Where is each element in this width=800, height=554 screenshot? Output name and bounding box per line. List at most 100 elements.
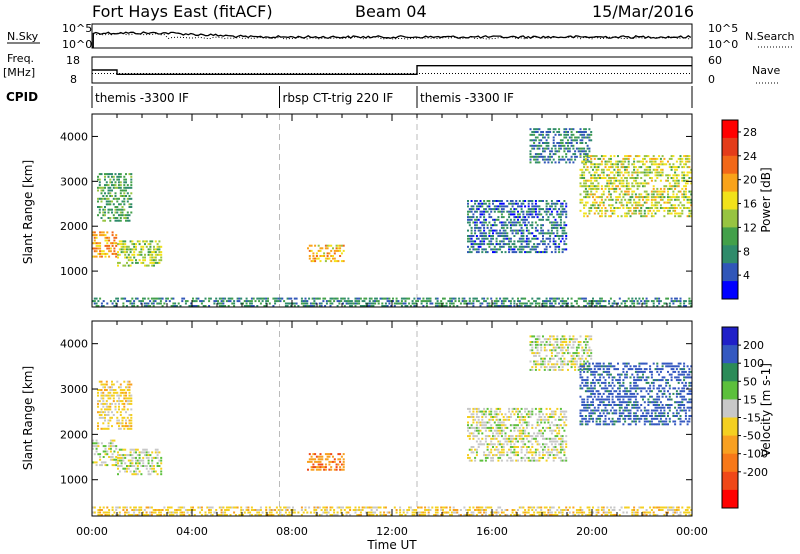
scatter-cell (477, 421, 480, 424)
scatter-cell (659, 384, 662, 387)
scatter-cell (277, 300, 280, 303)
scatter-cell (105, 195, 108, 197)
scatter-cell (584, 415, 587, 417)
scatter-cell (472, 413, 475, 416)
scatter-cell (99, 297, 102, 300)
scatter-cell (583, 368, 586, 371)
scatter-cell (233, 302, 236, 305)
scatter-cell (579, 357, 582, 360)
scatter-cell (620, 404, 623, 406)
scatter-cell (319, 463, 322, 466)
scatter-cell (545, 139, 548, 142)
scatter-cell (575, 139, 578, 142)
scatter-cell (543, 251, 546, 254)
scatter-cell (608, 412, 611, 415)
scatter-cell (493, 205, 496, 208)
scatter-cell (225, 300, 228, 303)
scatter-cell (645, 297, 648, 300)
scatter-cell (495, 432, 498, 435)
scatter-cell (118, 219, 120, 222)
scatter-cell (323, 252, 326, 255)
scatter-cell (502, 232, 505, 235)
scatter-cell (574, 158, 577, 161)
scatter-cell (156, 302, 159, 305)
scatter-cell (565, 410, 568, 413)
scatter-cell (542, 131, 544, 133)
scatter-cell (365, 297, 368, 300)
scatter-cell (654, 409, 657, 412)
scatter-cell (468, 224, 471, 227)
scatter-cell (670, 177, 673, 179)
scatter-cell (563, 224, 566, 227)
scatter-cell (114, 217, 117, 219)
scatter-cell (558, 245, 561, 248)
scatter-cell (92, 300, 94, 303)
scatter-cell (690, 209, 693, 212)
scatter-cell (506, 305, 509, 307)
scatter-cell (604, 379, 607, 382)
scatter-cell (561, 418, 564, 421)
scatter-cell (324, 305, 327, 307)
scatter-cell (138, 462, 141, 465)
scatter-cell (312, 260, 315, 263)
scatter-cell (314, 257, 317, 260)
scatter-cell (188, 305, 191, 307)
scatter-cell (475, 435, 478, 438)
scatter-cell (520, 243, 523, 246)
scatter-cell (659, 390, 662, 393)
scatter-cell (579, 387, 582, 390)
scatter-cell (599, 412, 602, 415)
scatter-cell (565, 300, 568, 303)
scatter-cell (650, 390, 653, 393)
scatter-cell (114, 181, 117, 184)
scatter-cell (506, 451, 509, 454)
scatter-cell (556, 451, 559, 454)
scatter-cell (650, 215, 653, 218)
scatter-cell (127, 465, 130, 467)
scatter-cell (509, 210, 512, 213)
scatter-cell (534, 144, 537, 147)
scatter-cell (581, 177, 584, 179)
scatter-cell (652, 379, 655, 382)
scatter-cell (490, 413, 493, 416)
colorbar-tick-label: 8 (743, 245, 750, 258)
scatter-cell (100, 255, 103, 258)
scatter-cell (588, 420, 591, 423)
scatter-cell (558, 443, 561, 446)
scatter-cell (106, 231, 109, 234)
scatter-cell (333, 458, 336, 461)
scatter-cell (561, 229, 564, 232)
scatter-cell (633, 190, 636, 193)
scatter-cell (613, 207, 616, 209)
scatter-cell (558, 133, 561, 136)
scatter-cell (138, 259, 141, 262)
scatter-cell (339, 249, 342, 252)
scatter-cell (475, 410, 478, 413)
scatter-cell (102, 386, 105, 389)
scatter-cell (425, 300, 428, 303)
scatter-cell (286, 305, 289, 307)
scatter-cell (154, 448, 157, 451)
scatter-cell (643, 171, 646, 174)
scatter-cell (319, 466, 322, 469)
scatter-cell (458, 300, 461, 303)
scatter-cell (463, 300, 466, 303)
scatter-cell (617, 215, 619, 218)
scatter-cell (565, 202, 568, 205)
scatter-cell (654, 415, 657, 417)
scatter-cell (565, 216, 568, 219)
scatter-cell (531, 139, 534, 142)
scatter-cell (99, 252, 102, 255)
scatter-cell (629, 415, 632, 417)
scatter-cell (119, 203, 122, 206)
scatter-cell (611, 305, 614, 307)
scatter-cell (617, 392, 619, 395)
scatter-cell (474, 243, 477, 246)
scatter-cell (556, 150, 559, 153)
scatter-cell (606, 209, 609, 212)
scatter-cell (508, 437, 511, 440)
scatter-cell (520, 248, 523, 251)
scatter-cell (675, 207, 678, 209)
scatter-cell (570, 144, 573, 147)
scatter-cell (579, 409, 582, 412)
